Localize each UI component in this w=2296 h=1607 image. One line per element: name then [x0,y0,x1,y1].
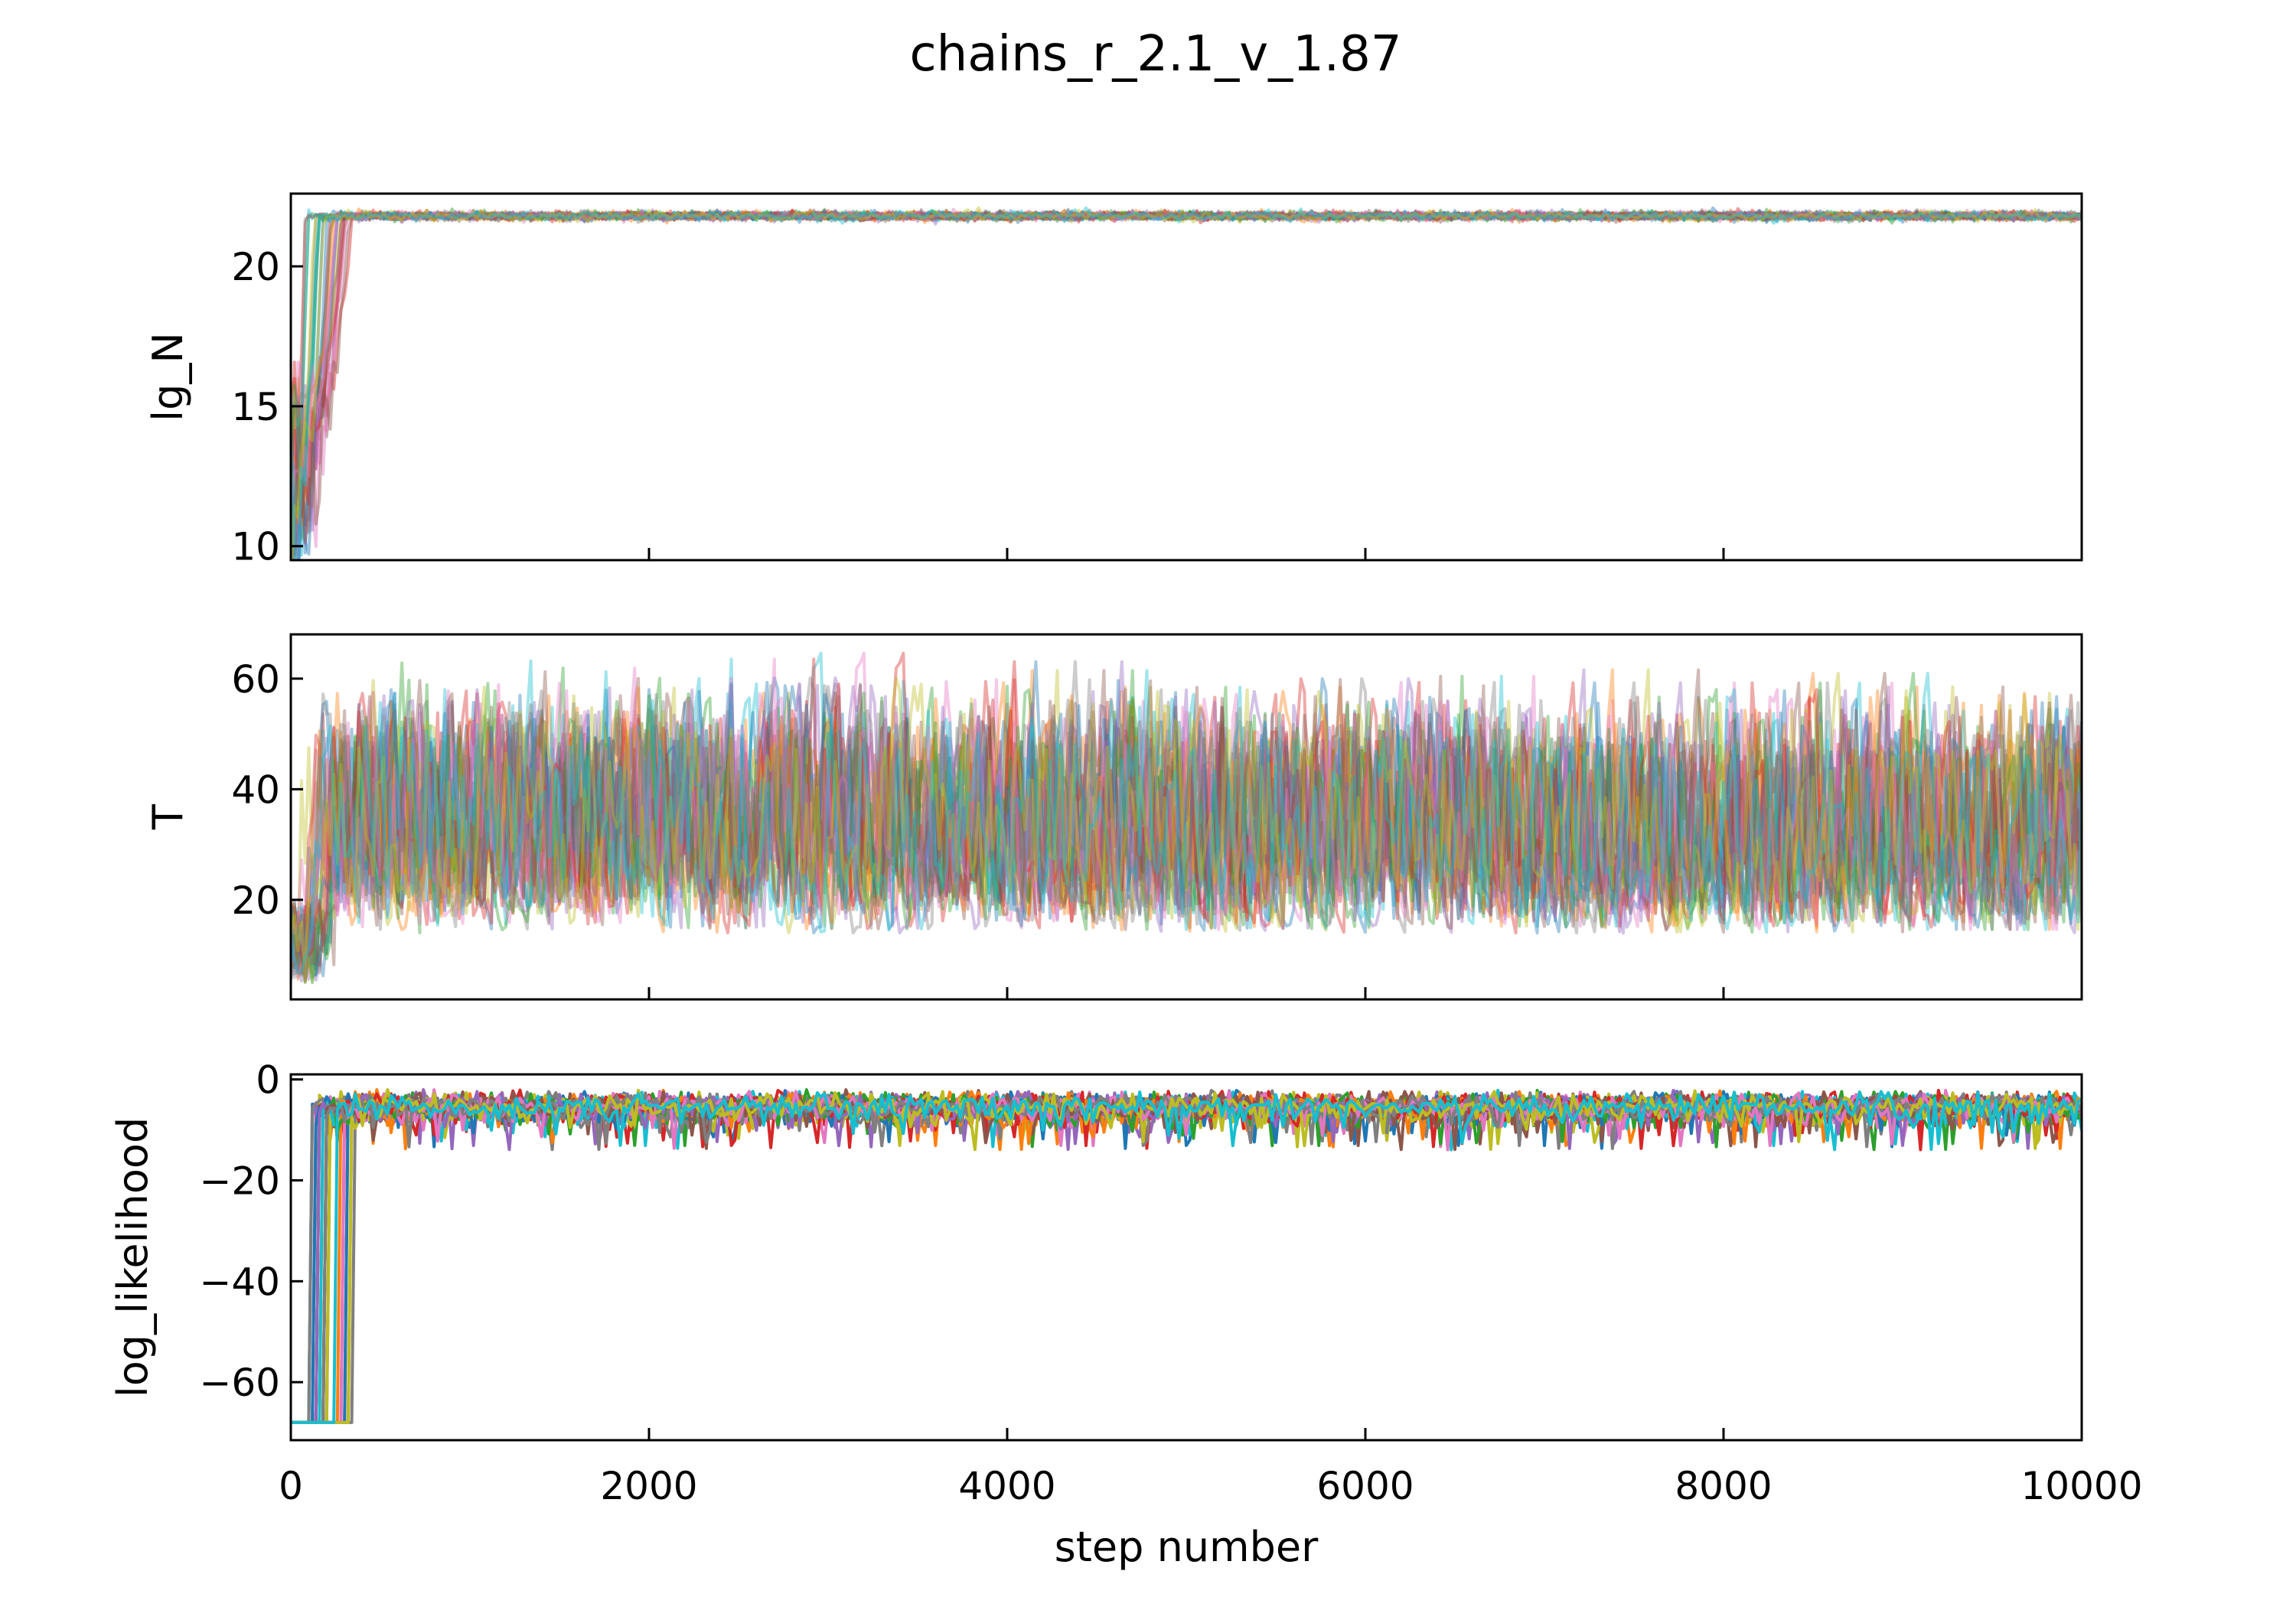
log-likelihood-series [291,1088,2082,1424]
walker-line [291,207,2082,513]
t-y-axis-label: T [144,804,192,830]
walker-line [291,668,2082,969]
walker-line [291,208,2082,526]
walker-line [291,669,2082,983]
y-tick-label: −40 [199,1260,280,1304]
walker-line [291,208,2082,525]
walker-line [291,207,2082,519]
walker-line [291,208,2082,556]
walker-line [291,678,2082,975]
walker-line [291,651,2082,959]
t-ticks: 20 40 60 [231,657,1725,999]
walker-line [291,208,2082,411]
walker-line [291,208,2082,560]
walker-line [291,660,2082,976]
walker-line [291,206,2082,555]
walker-line [291,676,2082,983]
walker-line [291,207,2082,560]
walker-line [291,676,2082,983]
walker-line [291,668,2082,983]
x-tick-label: 0 [279,1464,303,1508]
log-likelihood-y-axis-label: log_likelihood [109,1117,157,1397]
t-axes-frame [289,633,2083,1001]
walker-line [291,681,2082,981]
walker-line [291,669,2082,985]
walker-line [291,670,2082,970]
y-tick-label: 60 [231,657,280,702]
walker-line [298,209,2082,560]
log-likelihood-ticks: −60 −40 −20 0 0 2000 4000 6000 8000 10000 [199,1058,2142,1508]
walker-line [291,208,2082,560]
walker-line [291,660,2082,980]
walker-line [291,207,2082,539]
y-tick-label: 10 [231,525,280,569]
walker-line [291,676,2082,983]
walker-line [292,209,2082,560]
lg-n-axes-frame [289,192,2083,562]
x-axis-label: step number [1055,1523,1319,1571]
x-tick-label: 10000 [2020,1464,2142,1508]
walker-line [291,207,2082,496]
walker-line [291,208,2082,560]
walker-line [291,668,2082,980]
walker-line [291,668,2082,981]
walker-line [291,207,2082,560]
walker-line [291,208,2082,560]
walker-line [291,208,2082,438]
walker-line [291,660,2082,946]
log-likelihood-axes-frame [289,1073,2083,1442]
walker-line [291,208,2082,518]
y-tick-label: −20 [199,1159,280,1203]
walker-line [291,667,2082,976]
walker-line [291,660,2082,983]
lg-n-ticks: 10 15 20 [231,245,1725,569]
walker-line [291,659,2082,975]
walker-line [291,678,2082,980]
walker-line [291,667,2082,935]
panel-lg-n: 10 15 20 lg_N [144,192,2083,569]
y-tick-label: 20 [231,878,280,923]
t-series [291,651,2082,985]
panel-t: 20 40 60 T [144,633,2083,1001]
lg-n-series [291,206,2082,560]
walker-line [291,669,2082,967]
y-tick-label: 20 [231,245,280,289]
walker-line [291,651,2082,968]
walker-line [291,209,2082,515]
walker-line [291,206,2082,560]
walker-line [291,208,2082,541]
walker-line [291,208,2082,526]
walker-line [291,206,2082,507]
y-tick-label: 40 [231,768,280,812]
walker-line [291,208,2082,519]
y-tick-label: −60 [199,1361,280,1405]
x-tick-label: 2000 [600,1464,697,1508]
walker-line [291,1090,2082,1424]
panel-log-likelihood: −60 −40 −20 0 0 2000 4000 6000 8000 10000 log_lik… [109,1058,2143,1571]
walker-line [291,676,2082,970]
walker-line [291,651,2082,964]
x-tick-label: 8000 [1675,1464,1772,1508]
walker-line [291,208,2082,560]
walker-line [291,207,2082,560]
walker-line [291,661,2082,980]
walker-line [291,679,2082,977]
figure-title: chains_r_2.1_v_1.87 [909,26,1401,83]
y-tick-label: 15 [231,385,280,429]
walker-line [291,678,2082,974]
walker-line [291,207,2082,557]
walker-line [291,208,2082,517]
x-tick-label: 6000 [1316,1464,1414,1508]
walker-line [291,669,2082,959]
walker-line [291,207,2082,508]
x-tick-label: 4000 [958,1464,1055,1508]
y-tick-label: 0 [256,1058,280,1103]
lg-n-y-axis-label: lg_N [144,332,192,422]
walker-line [291,670,2082,974]
